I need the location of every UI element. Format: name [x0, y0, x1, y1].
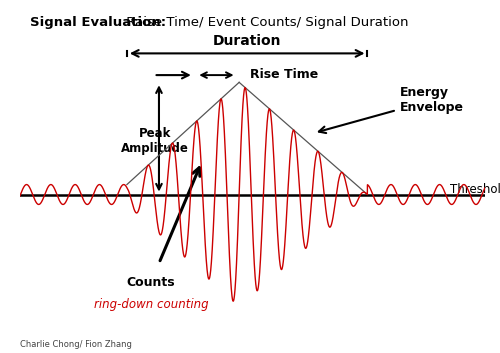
Text: Energy
Envelope: Energy Envelope: [319, 86, 464, 133]
Text: Duration: Duration: [213, 34, 282, 48]
Text: Charlie Chong/ Fion Zhang: Charlie Chong/ Fion Zhang: [20, 340, 132, 349]
Text: Threshold: Threshold: [450, 184, 500, 197]
Text: Rise Time: Rise Time: [250, 68, 318, 81]
Text: Signal Evaluation:: Signal Evaluation:: [30, 16, 166, 29]
Text: Peak
Amplitude: Peak Amplitude: [121, 127, 189, 155]
Text: Counts: Counts: [126, 276, 176, 289]
Text: ring-down counting: ring-down counting: [94, 298, 208, 311]
Text: Raise Time/ Event Counts/ Signal Duration: Raise Time/ Event Counts/ Signal Duratio…: [122, 16, 409, 29]
